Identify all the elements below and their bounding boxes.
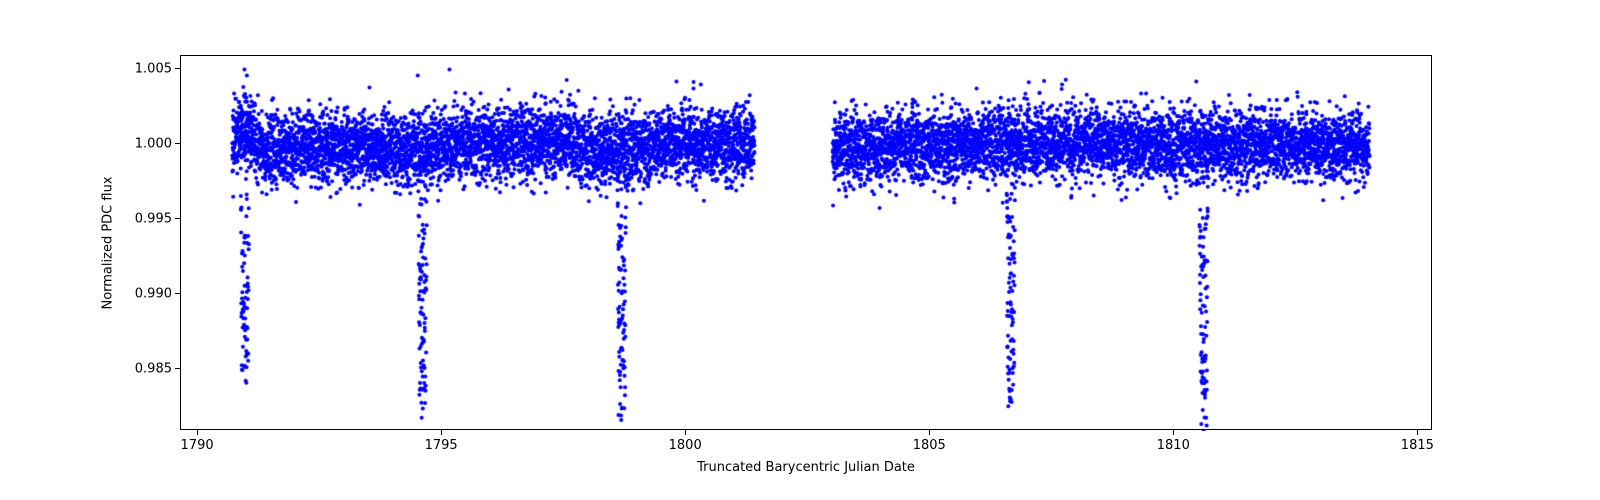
x-tick-label: 1810 bbox=[1157, 438, 1190, 453]
y-tick-label: 0.985 bbox=[130, 361, 172, 376]
x-tick-mark bbox=[197, 430, 198, 435]
x-tick-mark bbox=[1173, 430, 1174, 435]
y-tick-label: 1.005 bbox=[130, 61, 172, 76]
y-tick-label: 0.990 bbox=[130, 286, 172, 301]
x-tick-label: 1800 bbox=[669, 438, 702, 453]
y-tick-mark bbox=[175, 68, 180, 69]
y-axis-label: Normalized PDC flux bbox=[101, 176, 116, 309]
x-tick-mark bbox=[685, 430, 686, 435]
x-tick-label: 1805 bbox=[913, 438, 946, 453]
x-tick-mark bbox=[929, 430, 930, 435]
x-tick-mark bbox=[441, 430, 442, 435]
x-axis-label: Truncated Barycentric Julian Date bbox=[697, 460, 915, 475]
x-tick-label: 1790 bbox=[181, 438, 214, 453]
y-tick-mark bbox=[175, 368, 180, 369]
x-tick-mark bbox=[1417, 430, 1418, 435]
y-tick-mark bbox=[175, 143, 180, 144]
scatter-canvas bbox=[181, 56, 1433, 431]
y-tick-label: 0.995 bbox=[130, 211, 172, 226]
y-tick-mark bbox=[175, 293, 180, 294]
x-tick-label: 1795 bbox=[425, 438, 458, 453]
x-tick-label: 1815 bbox=[1401, 438, 1434, 453]
figure: 1790 1795 1800 1805 1810 1815 0.985 0.990 0.995… bbox=[0, 0, 1600, 500]
y-tick-mark bbox=[175, 218, 180, 219]
scatter-axes bbox=[180, 55, 1432, 430]
y-tick-label: 1.000 bbox=[130, 136, 172, 151]
